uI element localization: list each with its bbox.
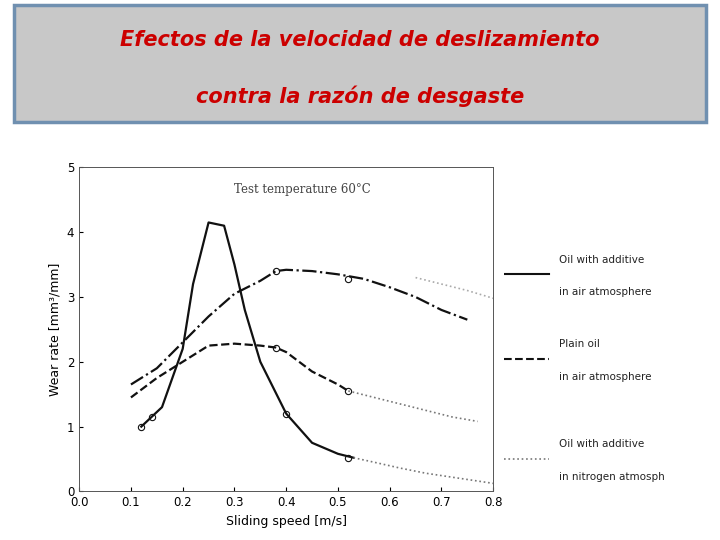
Text: in air atmosphere: in air atmosphere [559, 287, 652, 298]
X-axis label: Sliding speed [m/s]: Sliding speed [m/s] [225, 515, 347, 528]
Text: Oil with additive: Oil with additive [559, 254, 644, 265]
Text: contra la razón de desgaste: contra la razón de desgaste [196, 85, 524, 107]
Text: Oil with additive: Oil with additive [559, 439, 644, 449]
Text: in nitrogen atmosph: in nitrogen atmosph [559, 472, 665, 482]
Y-axis label: Wear rate [mm³/mm]: Wear rate [mm³/mm] [48, 263, 61, 396]
Text: in air atmosphere: in air atmosphere [559, 372, 652, 382]
Text: Plain oil: Plain oil [559, 339, 600, 349]
Text: Efectos de la velocidad de deslizamiento: Efectos de la velocidad de deslizamiento [120, 30, 600, 50]
Text: Test temperature 60°C: Test temperature 60°C [235, 183, 372, 197]
